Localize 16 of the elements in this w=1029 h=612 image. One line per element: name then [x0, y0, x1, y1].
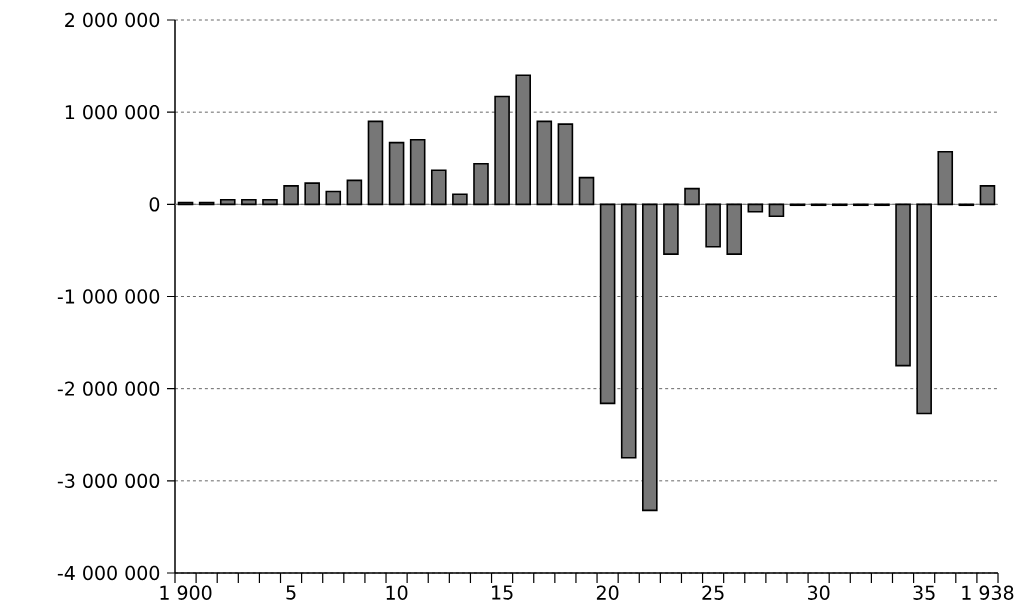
y-tick-label: -2 000 000	[57, 381, 160, 396]
x-tick-label: 20	[596, 585, 619, 600]
x-tick-label: 1 938	[962, 585, 1014, 600]
y-tick-label: -1 000 000	[57, 289, 160, 304]
x-tick-label: 1 900	[160, 585, 212, 600]
x-tick-label: 30	[808, 585, 830, 600]
x-tick-label: 5	[286, 585, 296, 600]
y-tick-label: 1 000 000	[65, 104, 160, 120]
x-tick-label: 15	[492, 585, 513, 600]
y-tick-label: 0	[149, 197, 160, 212]
y-tick-label: 2 000 000	[65, 12, 160, 28]
x-tick-label: 10	[386, 585, 408, 600]
x-tick-label: 25	[702, 585, 724, 600]
y-tick-label: -4 000 000	[57, 565, 160, 581]
y-tick-label: -3 000 000	[57, 473, 160, 489]
x-tick-label: 35	[913, 585, 935, 600]
